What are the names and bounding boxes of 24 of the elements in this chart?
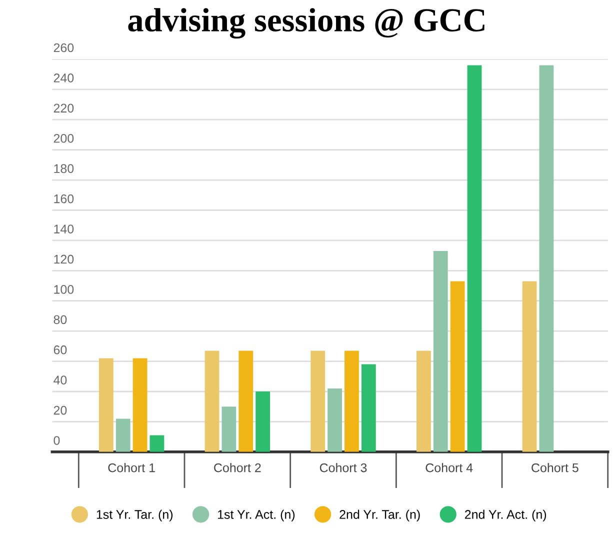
- x-tick-label: Cohort 4: [426, 463, 473, 472]
- x-tick-label: Cohort 2: [214, 463, 261, 472]
- x-tick-label: Cohort 5: [532, 463, 578, 472]
- y-tick-label: 80: [54, 315, 67, 324]
- y-tick-label: 120: [54, 254, 74, 264]
- legend-label: 1st Yr. Act. (n): [218, 510, 295, 522]
- x-tick-label: Cohort 1: [108, 463, 155, 472]
- y-tick-label: 200: [54, 134, 74, 143]
- chart-title: advising sessions @ GCC: [128, 8, 484, 39]
- y-tick-label: 180: [54, 164, 74, 174]
- y-tick-label: 220: [54, 104, 74, 113]
- x-tick-label: Cohort 3: [320, 463, 367, 472]
- y-tick-label: 60: [54, 345, 67, 354]
- y-tick-label: 20: [54, 406, 67, 415]
- y-tick-label: 240: [54, 74, 74, 82]
- y-tick-label: 40: [54, 376, 67, 384]
- legend-label: 1st Yr. Tar. (n): [96, 510, 173, 522]
- legend-label: 2nd Yr. Act. (n): [464, 510, 546, 522]
- y-tick-label: 260: [54, 43, 74, 52]
- y-tick-label: 160: [54, 194, 74, 204]
- y-tick-label: 0: [54, 436, 60, 445]
- legend-label: 2nd Yr. Tar. (n): [340, 510, 420, 522]
- y-tick-label: 140: [54, 224, 74, 234]
- y-tick-label: 100: [54, 285, 74, 294]
